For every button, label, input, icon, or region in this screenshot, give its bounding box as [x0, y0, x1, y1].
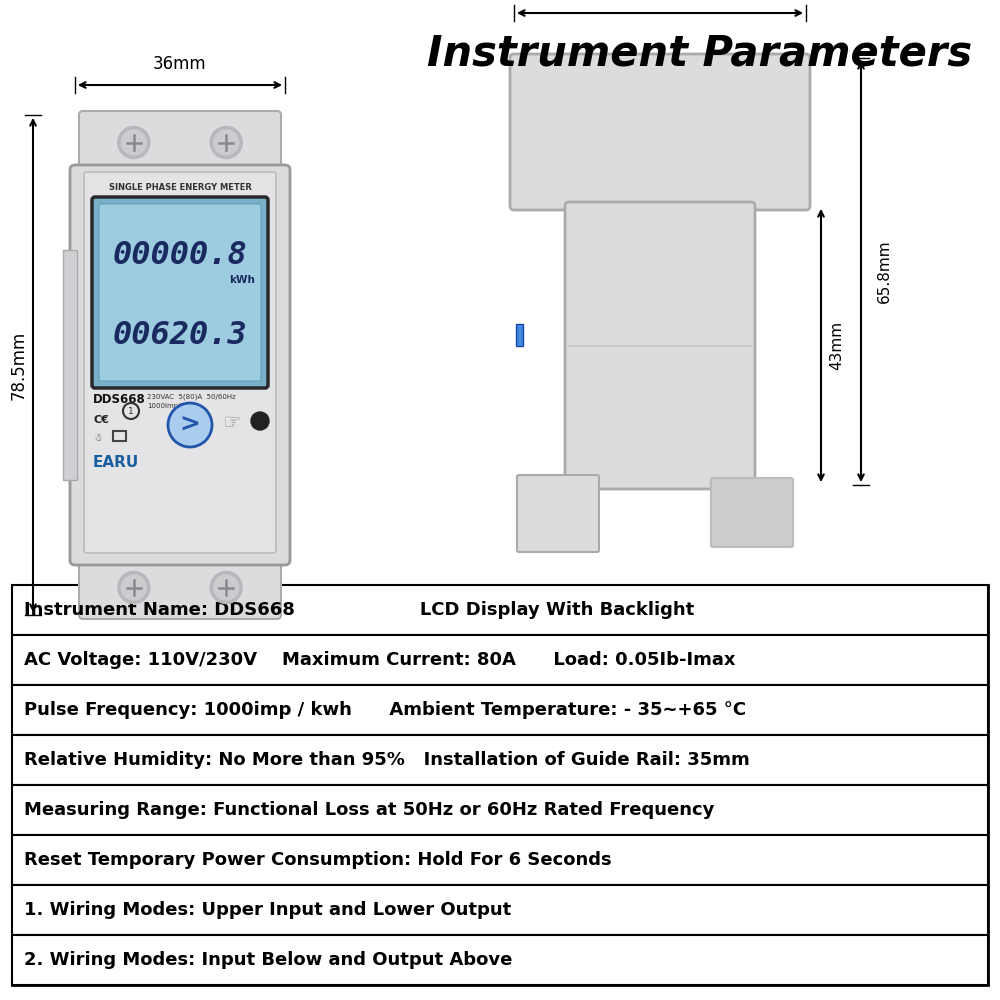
Circle shape: [210, 572, 242, 603]
FancyBboxPatch shape: [84, 172, 276, 553]
Text: C€: C€: [93, 415, 109, 425]
Circle shape: [214, 130, 239, 155]
Bar: [12, 585, 988, 985]
FancyBboxPatch shape: [517, 475, 599, 552]
Text: 65.8mm: 65.8mm: [877, 240, 892, 303]
Text: DDS668: DDS668: [93, 393, 146, 406]
Circle shape: [121, 130, 146, 155]
Bar: [516, 324, 523, 346]
Text: 2. Wiring Modes: Input Below and Output Above: 2. Wiring Modes: Input Below and Output …: [24, 951, 512, 969]
Circle shape: [118, 572, 150, 603]
Text: ☞: ☞: [222, 413, 241, 433]
FancyBboxPatch shape: [510, 54, 810, 210]
Circle shape: [121, 575, 146, 600]
Circle shape: [251, 412, 269, 430]
Text: Relative Humidity: No More than 95%   Installation of Guide Rail: 35mm: Relative Humidity: No More than 95% Inst…: [24, 751, 750, 769]
FancyBboxPatch shape: [99, 204, 261, 381]
Text: Instrument Parameters: Instrument Parameters: [427, 32, 973, 74]
Text: 00000.8: 00000.8: [113, 239, 247, 270]
Text: Instrument Name: DDS668                    LCD Display With Backlight: Instrument Name: DDS668 LCD Display With…: [24, 601, 694, 619]
Text: 230VAC  5(80)A  50/60Hz: 230VAC 5(80)A 50/60Hz: [147, 393, 236, 399]
FancyBboxPatch shape: [565, 202, 755, 489]
Bar: [63, 250, 77, 480]
Text: EARU: EARU: [93, 455, 139, 470]
Bar: [12, 735, 988, 785]
Bar: [12, 635, 988, 685]
Bar: [12, 935, 988, 985]
Bar: [12, 885, 988, 935]
FancyBboxPatch shape: [711, 478, 793, 547]
Text: 36mm: 36mm: [153, 55, 207, 73]
Circle shape: [168, 403, 212, 447]
Text: 1. Wiring Modes: Upper Input and Lower Output: 1. Wiring Modes: Upper Input and Lower O…: [24, 901, 511, 919]
Text: AC Voltage: 110V/230V    Maximum Current: 80A      Load: 0.05Ib-Imax: AC Voltage: 110V/230V Maximum Current: 8…: [24, 651, 736, 669]
Text: ☃: ☃: [93, 433, 102, 443]
Text: SINGLE PHASE ENERGY METER: SINGLE PHASE ENERGY METER: [109, 183, 251, 192]
Circle shape: [210, 126, 242, 158]
Text: kWh: kWh: [229, 275, 255, 285]
FancyBboxPatch shape: [92, 197, 268, 388]
Text: >: >: [180, 413, 200, 437]
Text: 45mm: 45mm: [633, 0, 687, 1]
Text: 00620.3: 00620.3: [113, 320, 247, 351]
Bar: [12, 685, 988, 735]
Bar: [12, 585, 988, 635]
Bar: [113, 431, 126, 441]
FancyBboxPatch shape: [70, 165, 290, 565]
Text: 78.5mm: 78.5mm: [10, 330, 28, 400]
FancyBboxPatch shape: [79, 556, 281, 619]
FancyBboxPatch shape: [79, 111, 281, 174]
Bar: [12, 835, 988, 885]
Bar: [12, 785, 988, 835]
Text: Pulse Frequency: 1000imp / kwh      Ambient Temperature: - 35~+65 °C: Pulse Frequency: 1000imp / kwh Ambient T…: [24, 701, 746, 719]
Circle shape: [118, 126, 150, 158]
Text: Measuring Range: Functional Loss at 50Hz or 60Hz Rated Frequency: Measuring Range: Functional Loss at 50Hz…: [24, 801, 714, 819]
Text: Reset Temporary Power Consumption: Hold For 6 Seconds: Reset Temporary Power Consumption: Hold …: [24, 851, 612, 869]
Text: 1: 1: [128, 406, 134, 416]
Text: 43mm: 43mm: [829, 321, 844, 370]
Text: 1000Imp/KWH: 1000Imp/KWH: [147, 403, 197, 409]
Circle shape: [214, 575, 239, 600]
